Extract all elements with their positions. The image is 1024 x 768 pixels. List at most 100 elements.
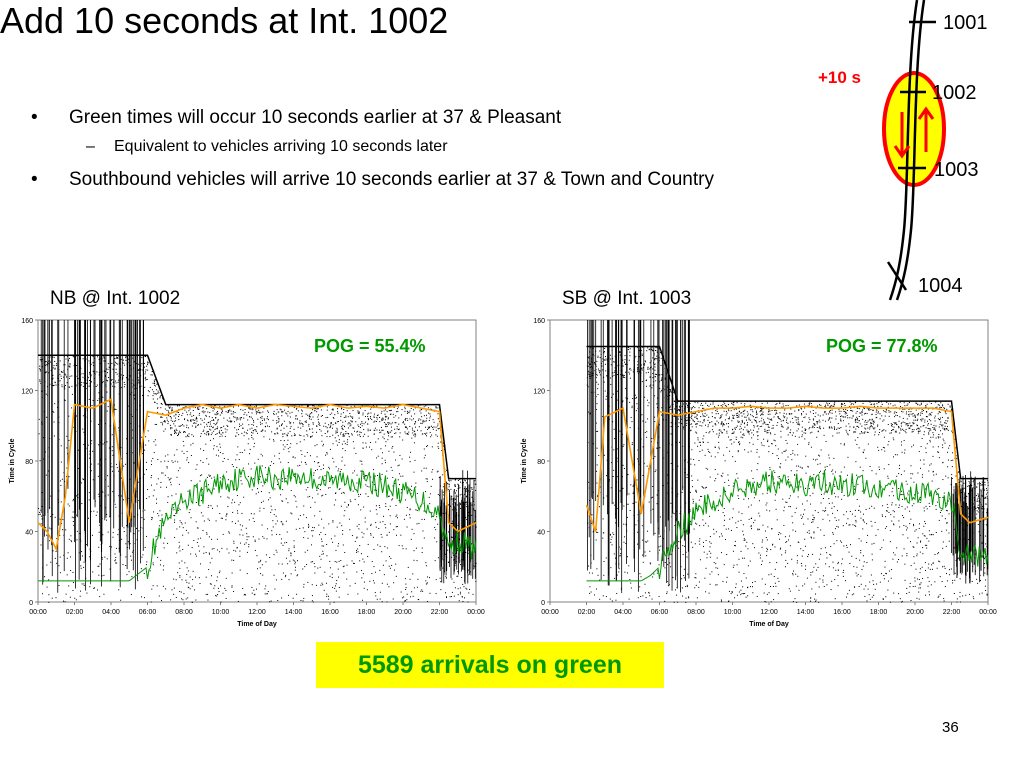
arrival-point — [402, 548, 404, 550]
arrival-point — [258, 409, 260, 411]
arrival-point — [254, 442, 256, 444]
arrival-point — [237, 520, 239, 522]
arrival-point — [216, 428, 218, 430]
arrival-point — [81, 381, 83, 383]
arrival-point — [281, 424, 283, 426]
arrival-point — [753, 497, 755, 499]
arrival-point — [679, 408, 681, 410]
arrival-point — [887, 589, 889, 591]
arrival-point — [424, 491, 426, 493]
arrival-point — [404, 600, 406, 602]
arrival-point — [351, 535, 353, 537]
arrival-point — [858, 585, 860, 587]
arrival-point — [161, 403, 163, 405]
arrival-point — [210, 505, 212, 507]
arrival-point — [222, 453, 224, 455]
arrival-point — [827, 403, 829, 405]
arrival-point — [69, 596, 71, 598]
arrival-point — [690, 541, 692, 543]
arrival-point — [212, 438, 214, 440]
arrival-point — [281, 415, 283, 417]
arrival-point — [448, 484, 450, 486]
arrival-point — [700, 416, 702, 418]
arrival-point — [307, 496, 309, 498]
arrival-point — [174, 433, 176, 435]
arrival-point — [347, 504, 349, 506]
arrival-point — [343, 409, 345, 411]
arrival-point — [168, 479, 170, 481]
arrival-point — [791, 434, 793, 436]
arrival-point — [327, 416, 329, 418]
arrival-point — [325, 454, 327, 456]
arrival-point — [939, 594, 941, 596]
arrival-point — [319, 566, 321, 568]
arrival-point — [413, 559, 415, 561]
arrival-point — [727, 422, 729, 424]
arrival-point — [779, 401, 781, 403]
arrival-point — [289, 430, 291, 432]
arrival-point — [194, 407, 196, 409]
arrival-point — [221, 478, 223, 480]
arrival-point — [750, 429, 752, 431]
arrival-point — [322, 494, 324, 496]
arrival-point — [261, 430, 263, 432]
arrival-point — [232, 466, 234, 468]
arrival-point — [389, 567, 391, 569]
arrival-point — [114, 408, 116, 410]
arrival-point — [928, 530, 930, 532]
arrival-point — [819, 415, 821, 417]
arrival-point — [361, 531, 363, 533]
arrival-point — [246, 533, 248, 535]
arrival-point — [692, 412, 694, 414]
arrival-point — [190, 553, 192, 555]
arrival-point — [116, 357, 118, 359]
arrival-point — [921, 437, 923, 439]
arrival-point — [99, 563, 101, 565]
x-tick-label: 16:00 — [833, 609, 851, 616]
arrival-point — [88, 457, 90, 459]
arrival-point — [830, 406, 832, 408]
arrival-point — [107, 494, 109, 496]
arrival-point — [401, 489, 403, 491]
arrival-point — [457, 571, 459, 573]
arrival-point — [256, 588, 258, 590]
arrival-point — [319, 510, 321, 512]
arrival-point — [851, 555, 853, 557]
arrival-point — [308, 525, 310, 527]
arrival-point — [151, 517, 153, 519]
arrival-point — [603, 574, 605, 576]
arrival-point — [431, 512, 433, 514]
arrival-point — [412, 595, 414, 597]
arrival-point — [346, 410, 348, 412]
arrival-point — [350, 424, 352, 426]
arrival-point — [235, 435, 237, 437]
arrival-point — [251, 412, 253, 414]
arrival-point — [53, 421, 55, 423]
arrival-point — [240, 409, 242, 411]
arrival-point — [326, 543, 328, 545]
arrival-point — [211, 419, 213, 421]
arrival-point — [386, 470, 388, 472]
arrival-point — [678, 422, 680, 424]
arrival-point — [615, 599, 617, 601]
arrival-point — [888, 495, 890, 497]
arrival-point — [332, 476, 334, 478]
arrival-point — [885, 430, 887, 432]
arrival-point — [207, 434, 209, 436]
arrival-point — [405, 419, 407, 421]
arrival-point — [207, 506, 209, 508]
arrival-point — [283, 420, 285, 422]
arrival-point — [46, 564, 48, 566]
arrival-point — [835, 496, 837, 498]
arrival-point — [154, 401, 156, 403]
arrival-point — [423, 448, 425, 450]
arrival-point — [273, 554, 275, 556]
arrival-point — [753, 547, 755, 549]
arrival-point — [303, 537, 305, 539]
arrival-point — [83, 382, 85, 384]
arrival-point — [738, 441, 740, 443]
arrival-point — [386, 477, 388, 479]
arrival-point — [131, 452, 133, 454]
arrival-point — [786, 442, 788, 444]
arrival-point — [414, 407, 416, 409]
